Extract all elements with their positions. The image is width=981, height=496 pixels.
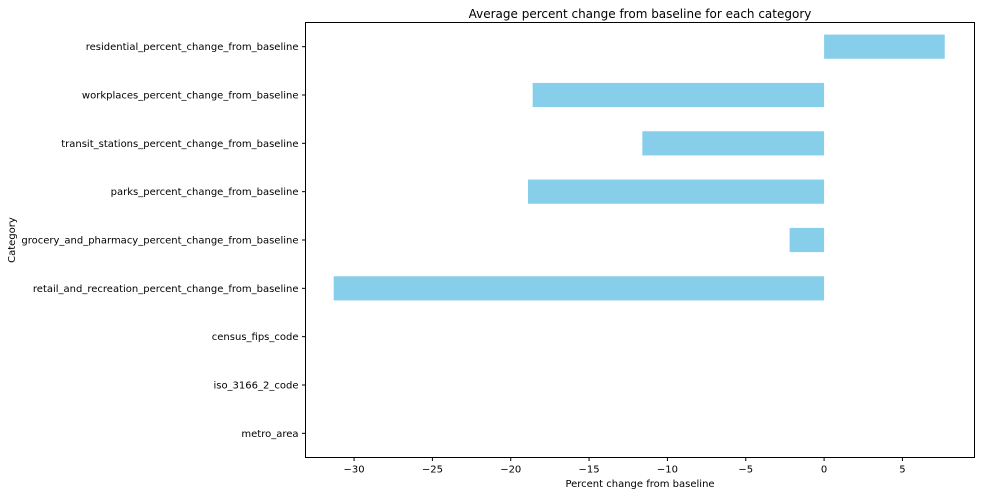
y-tick-label: workplaces_percent_change_from_baseline [82, 91, 299, 102]
bar [527, 179, 825, 204]
y-tick-label: retail_and_recreation_percent_change_fro… [33, 284, 299, 295]
y-tick-label: metro_area [241, 429, 298, 440]
x-tick-label: −10 [657, 465, 678, 476]
plot-area: residential_percent_change_from_baseline… [21, 34, 945, 476]
bar [532, 82, 825, 108]
y-tick-label: residential_percent_change_from_baseline [86, 42, 299, 53]
bar [824, 34, 945, 59]
y-tick-label: iso_3166_2_code [213, 381, 298, 392]
y-tick-label: parks_percent_change_from_baseline [111, 187, 299, 198]
plot-frame [305, 22, 975, 458]
x-axis-label: Percent change from baseline [565, 479, 714, 490]
bar [789, 227, 825, 253]
x-tick-label: −5 [738, 465, 753, 476]
y-axis-label: Category [7, 217, 18, 263]
chart-title: Average percent change from baseline for… [469, 7, 812, 21]
x-tick-label: 0 [821, 465, 827, 476]
x-tick-label: −30 [344, 465, 365, 476]
x-tick-label: −25 [422, 465, 443, 476]
x-tick-label: 5 [899, 465, 905, 476]
bar [333, 276, 825, 301]
y-tick-label: census_fips_code [212, 332, 299, 343]
y-tick-label: transit_stations_percent_change_from_bas… [61, 139, 298, 150]
x-tick-label: −15 [579, 465, 600, 476]
x-tick-label: −20 [500, 465, 521, 476]
bar [642, 131, 825, 156]
y-tick-label: grocery_and_pharmacy_percent_change_from… [21, 236, 298, 247]
